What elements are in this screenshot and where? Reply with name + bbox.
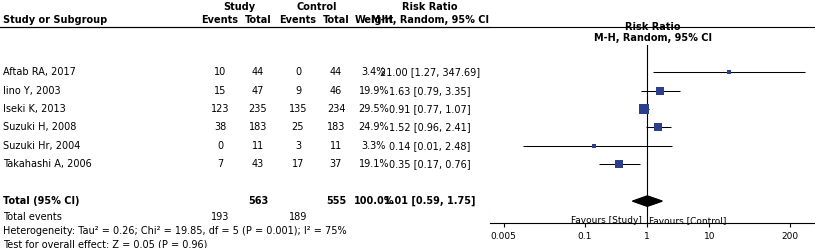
Text: Risk Ratio: Risk Ratio [625,22,681,32]
Text: 234: 234 [327,104,346,114]
Point [723,70,736,74]
Text: 123: 123 [211,104,229,114]
Text: Weight: Weight [355,15,394,25]
Text: Heterogeneity: Tau² = 0.26; Chi² = 19.85, df = 5 (P = 0.001); I² = 75%: Heterogeneity: Tau² = 0.26; Chi² = 19.85… [3,226,346,236]
Text: 0.14 [0.01, 2.48]: 0.14 [0.01, 2.48] [390,141,471,151]
Text: 9: 9 [295,86,301,96]
Text: Risk Ratio: Risk Ratio [403,2,458,12]
Point [652,125,665,129]
Text: Events: Events [280,15,316,25]
Text: Control: Control [297,2,337,12]
Text: 3.4%: 3.4% [362,67,386,77]
Polygon shape [632,196,662,206]
Text: 47: 47 [252,86,264,96]
Text: 10: 10 [214,67,226,77]
Text: 43: 43 [252,159,264,169]
Text: 46: 46 [330,86,342,96]
Text: 37: 37 [330,159,342,169]
Text: Total: Total [244,15,271,25]
Text: 0.91 [0.77, 1.07]: 0.91 [0.77, 1.07] [390,104,471,114]
Text: Study or Subgroup: Study or Subgroup [3,15,108,25]
Text: 44: 44 [330,67,342,77]
Text: Iseki K, 2013: Iseki K, 2013 [3,104,66,114]
Text: 135: 135 [289,104,307,114]
Text: 3.3%: 3.3% [362,141,386,151]
Text: 19.9%: 19.9% [359,86,390,96]
Text: M-H, Random, 95% CI: M-H, Random, 95% CI [593,33,711,43]
Text: 1.52 [0.96, 2.41]: 1.52 [0.96, 2.41] [390,123,471,132]
Text: Total events: Total events [3,212,62,222]
Text: Total: Total [323,15,350,25]
Text: 38: 38 [214,123,226,132]
Text: 11: 11 [252,141,264,151]
Text: 19.1%: 19.1% [359,159,390,169]
Text: 563: 563 [248,196,268,206]
Text: 17: 17 [292,159,304,169]
Text: 193: 193 [211,212,229,222]
Text: Iino Y, 2003: Iino Y, 2003 [3,86,60,96]
Text: 0: 0 [217,141,223,151]
Point [588,144,601,148]
Text: 11: 11 [330,141,342,151]
Text: Events: Events [201,15,239,25]
Text: Favours [Study]: Favours [Study] [570,216,641,225]
Point [612,162,625,166]
Text: 21.00 [1.27, 347.69]: 21.00 [1.27, 347.69] [380,67,480,77]
Text: 0: 0 [295,67,301,77]
Text: 183: 183 [327,123,346,132]
Text: Suzuki H, 2008: Suzuki H, 2008 [3,123,77,132]
Text: 0.35 [0.17, 0.76]: 0.35 [0.17, 0.76] [390,159,471,169]
Point [654,89,667,93]
Text: Favours [Control]: Favours [Control] [649,216,726,225]
Text: 1.01 [0.59, 1.75]: 1.01 [0.59, 1.75] [384,196,476,206]
Text: 24.9%: 24.9% [359,123,390,132]
Text: M-H, Random, 95% CI: M-H, Random, 95% CI [371,15,489,25]
Text: Test for overall effect: Z = 0.05 (P = 0.96): Test for overall effect: Z = 0.05 (P = 0… [3,239,207,248]
Text: 29.5%: 29.5% [359,104,390,114]
Text: 44: 44 [252,67,264,77]
Text: 183: 183 [249,123,267,132]
Text: Suzuki Hr, 2004: Suzuki Hr, 2004 [3,141,81,151]
Text: Takahashi A, 2006: Takahashi A, 2006 [3,159,92,169]
Text: 15: 15 [214,86,227,96]
Text: 555: 555 [326,196,346,206]
Text: Total (95% CI): Total (95% CI) [3,196,80,206]
Text: 189: 189 [289,212,307,222]
Point [638,107,651,111]
Text: Aftab RA, 2017: Aftab RA, 2017 [3,67,76,77]
Text: Study: Study [223,2,255,12]
Text: 7: 7 [217,159,223,169]
Text: 3: 3 [295,141,301,151]
Text: 1.63 [0.79, 3.35]: 1.63 [0.79, 3.35] [390,86,471,96]
Text: 100.0%: 100.0% [354,196,394,206]
Text: 25: 25 [292,123,304,132]
Text: 235: 235 [249,104,267,114]
